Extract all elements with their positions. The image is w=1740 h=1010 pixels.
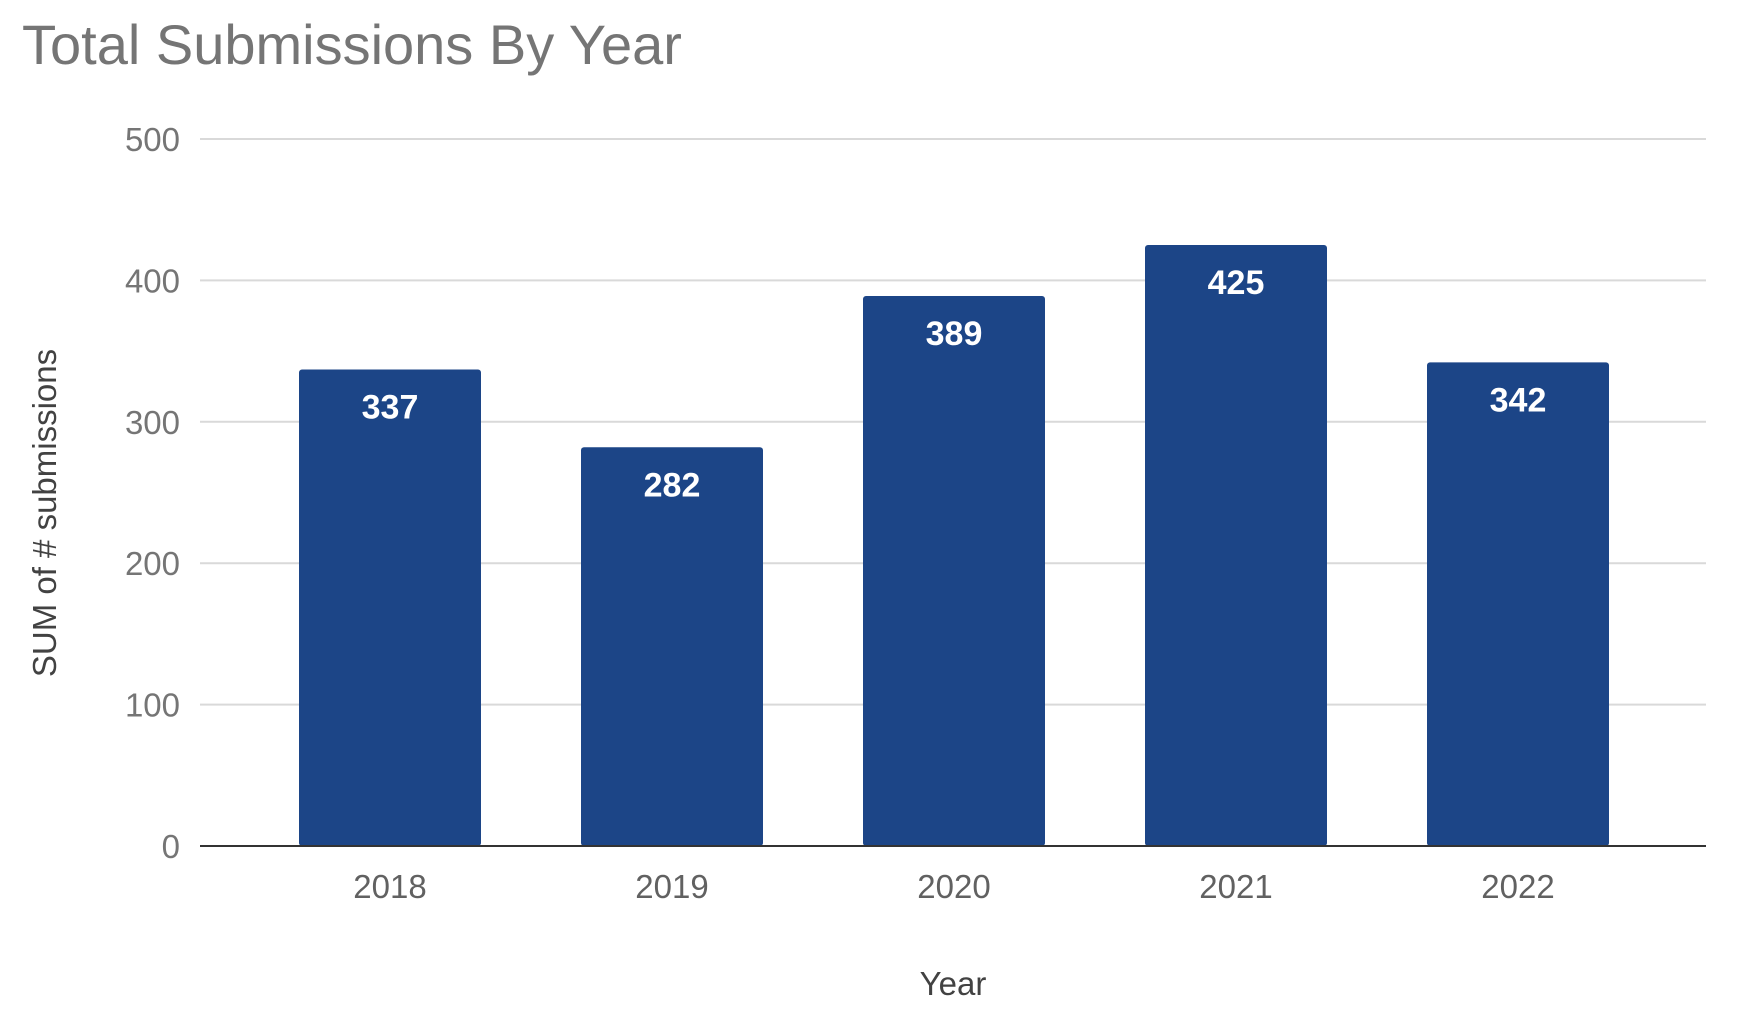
bar (1145, 245, 1327, 847)
x-tick-label: 2020 (917, 868, 990, 905)
data-label: 425 (1208, 264, 1265, 302)
y-tick-label: 300 (125, 404, 180, 441)
y-tick-label: 0 (162, 828, 180, 865)
x-tick-label: 2022 (1481, 868, 1554, 905)
x-tick-label: 2019 (635, 868, 708, 905)
data-labels: 337 282 389 425 342 (362, 264, 1547, 504)
y-tick-label: 100 (125, 687, 180, 724)
bar (863, 295, 1045, 847)
y-tick-label: 400 (125, 262, 180, 299)
x-axis-ticks: 2018 2019 2020 2021 2022 (353, 868, 1554, 905)
data-label: 342 (1490, 381, 1547, 419)
x-axis-title: Year (920, 965, 987, 1002)
bars (299, 245, 1609, 847)
bar (299, 369, 481, 846)
bar (581, 447, 763, 846)
y-axis-ticks: 0 100 200 300 400 500 (125, 121, 180, 865)
x-tick-label: 2021 (1199, 868, 1272, 905)
y-axis-title: SUM of # submissions (26, 349, 63, 677)
bar (1427, 362, 1609, 846)
data-label: 337 (362, 388, 419, 426)
chart-title: Total Submissions By Year (22, 13, 682, 76)
data-label: 389 (926, 315, 983, 353)
data-label: 282 (644, 466, 701, 504)
y-tick-label: 500 (125, 121, 180, 158)
y-tick-label: 200 (125, 545, 180, 582)
x-tick-label: 2018 (353, 868, 426, 905)
